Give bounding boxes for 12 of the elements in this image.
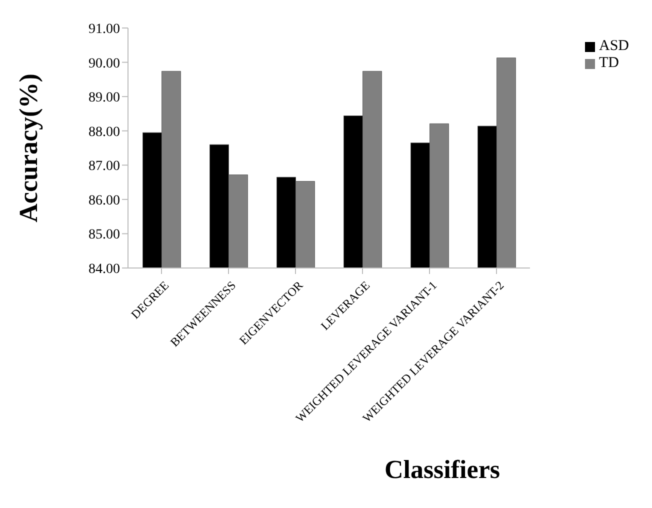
y-tick-label: 86.00 — [88, 193, 120, 208]
y-tick-label: 84.00 — [88, 262, 120, 277]
legend-label: TD — [598, 55, 619, 71]
x-axis-title: Classifiers — [384, 455, 500, 484]
y-axis-title: Accuracy(%) — [14, 74, 44, 222]
legend-label: ASD — [598, 38, 629, 54]
y-tick-label: 87.00 — [88, 159, 120, 174]
y-tick-label: 85.00 — [88, 228, 120, 243]
y-tick-label: 89.00 — [88, 90, 120, 106]
y-tick-label: 91.00 — [88, 22, 120, 37]
y-tick-label: 88.00 — [88, 124, 120, 140]
y-tick-label: 90.00 — [88, 56, 120, 72]
